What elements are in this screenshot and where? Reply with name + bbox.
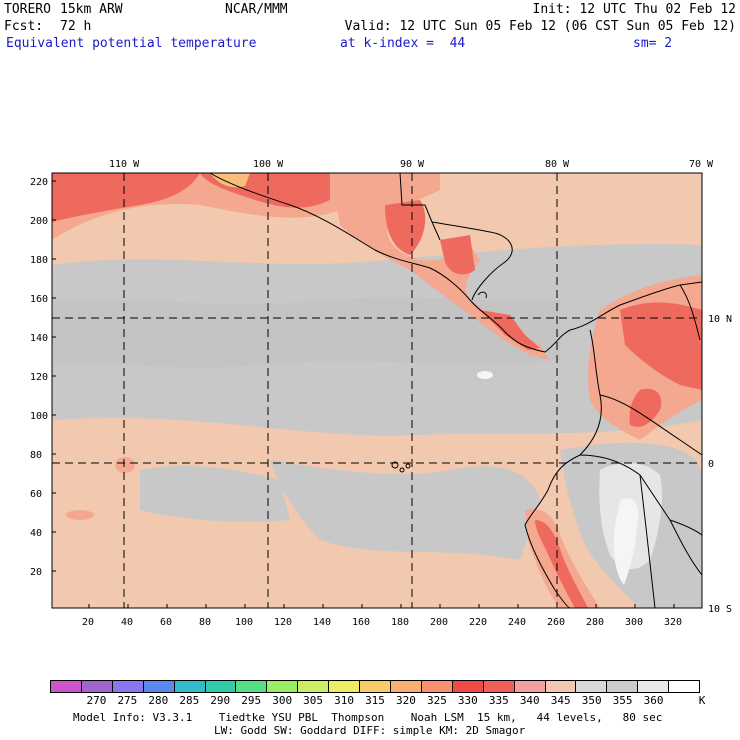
bottom-axis-label: 200 (430, 617, 448, 628)
color-bar-segment (669, 681, 700, 692)
coastlines (209, 173, 702, 608)
color-bar-label: 280 (148, 694, 169, 707)
latitude-label: 10 S (708, 604, 732, 615)
color-bar-label: 285 (179, 694, 200, 707)
color-bar-segment (267, 681, 299, 692)
color-bar-segment (174, 681, 206, 692)
field-shading (52, 173, 702, 608)
longitude-label: 100 W (253, 159, 284, 170)
color-bar-segment (638, 681, 670, 692)
color-bar-segment (51, 681, 82, 692)
model-info-line2: LW: Godd SW: Goddard DIFF: simple KM: 2D… (214, 724, 526, 737)
smoothing: sm= 2 (633, 36, 673, 51)
level-index: at k-index = 44 (340, 36, 466, 51)
valid-time: Valid: 12 UTC Sun 05 Feb 12 (06 CST Sun … (344, 19, 736, 34)
color-bar-label: 350 (581, 694, 602, 707)
color-bar-segment (576, 681, 608, 692)
longitude-label: 90 W (400, 159, 425, 170)
left-axis-ticks (52, 180, 56, 572)
left-axis-label: 100 (30, 411, 48, 422)
model-org: NCAR/MMM (225, 2, 288, 17)
color-bar-label: 335 (488, 694, 509, 707)
bottom-axis-label: 140 (313, 617, 331, 628)
color-bar-segment (483, 681, 515, 692)
left-axis-label: 140 (30, 333, 48, 344)
bottom-axis-label: 180 (391, 617, 409, 628)
longitude-label: 80 W (545, 159, 570, 170)
left-axis-label: 200 (30, 216, 48, 227)
color-bar-label: 275 (117, 694, 138, 707)
color-bar-unit: K (698, 694, 706, 707)
color-bar-segment (81, 681, 113, 692)
init-time: Init: 12 UTC Thu 02 Feb 12 (532, 2, 737, 17)
left-axis-label: 40 (30, 528, 42, 539)
model-name: TORERO (4, 2, 51, 17)
forecast-label: Fcst: (4, 19, 44, 34)
bottom-axis-label: 160 (352, 617, 370, 628)
bottom-axis-label: 320 (664, 617, 682, 628)
bottom-axis-label: 60 (160, 617, 172, 628)
color-bar-label: 320 (396, 694, 416, 707)
latitude-label: 10 N (708, 314, 732, 325)
bottom-axis-label: 220 (469, 617, 487, 628)
left-axis-label: 20 (30, 567, 42, 578)
color-bar-label: 355 (612, 694, 633, 707)
color-bar (50, 680, 700, 693)
map-frame (51, 172, 703, 609)
color-bar-label: 360 (643, 694, 664, 707)
left-axis-label: 80 (30, 450, 42, 461)
color-bar-segment (205, 681, 237, 692)
model-info-line1: Model Info: V3.3.1 Tiedtke YSU PBL Thomp… (73, 711, 663, 724)
color-bar-segment (452, 681, 484, 692)
color-bar-segment (545, 681, 577, 692)
left-axis-label: 60 (30, 489, 42, 500)
longitude-label: 110 W (109, 159, 140, 170)
left-axis-label: 180 (30, 255, 48, 266)
left-axis-label: 160 (30, 294, 48, 305)
bottom-axis-label: 40 (121, 617, 133, 628)
bottom-axis-label: 240 (508, 617, 526, 628)
left-axis-label: 220 (30, 177, 48, 188)
color-bar-label: 315 (365, 694, 385, 707)
field-name: Equivalent potential temperature (6, 36, 257, 51)
color-bar-label: 300 (272, 694, 293, 707)
color-bar-segment (607, 681, 639, 692)
bottom-axis-label: 20 (82, 617, 94, 628)
model-resolution: 15km ARW (60, 2, 123, 17)
bottom-axis-label: 280 (586, 617, 604, 628)
bottom-axis-label: 120 (274, 617, 292, 628)
color-bar-segment (514, 681, 546, 692)
latlon-grid (52, 173, 702, 608)
color-bar-segment (360, 681, 391, 692)
color-bar-label: 295 (241, 694, 262, 707)
color-bar-label: 340 (519, 694, 540, 707)
latitude-label: 0 (708, 459, 714, 470)
color-bar-segment (143, 681, 175, 692)
color-bar-segment (298, 681, 330, 692)
bottom-axis-label: 80 (199, 617, 211, 628)
forecast-hour: 72 h (60, 19, 92, 34)
color-bar-label: 345 (550, 694, 571, 707)
color-bar-segment (390, 681, 422, 692)
left-axis-label: 120 (30, 372, 48, 383)
color-bar-labels: 270 275 280 285 290 295 300 305 310 315 320 325 330 3… (50, 694, 710, 707)
color-bar-segment (421, 681, 453, 692)
bottom-axis-label: 300 (625, 617, 643, 628)
color-bar-label: 290 (210, 694, 231, 707)
color-bar-label: 305 (303, 694, 324, 707)
color-bar-segment (112, 681, 144, 692)
longitude-label: 70 W (689, 159, 714, 170)
color-bar-label: 325 (426, 694, 447, 707)
bottom-axis-label: 260 (547, 617, 565, 628)
color-bar-label: 310 (334, 694, 354, 707)
color-bar-segment (329, 681, 361, 692)
color-bar-label: 270 (86, 694, 107, 707)
color-bar-segment (236, 681, 268, 692)
color-bar-label: 330 (457, 694, 478, 707)
bottom-axis-ticks (88, 604, 675, 608)
bottom-axis-label: 100 (235, 617, 253, 628)
